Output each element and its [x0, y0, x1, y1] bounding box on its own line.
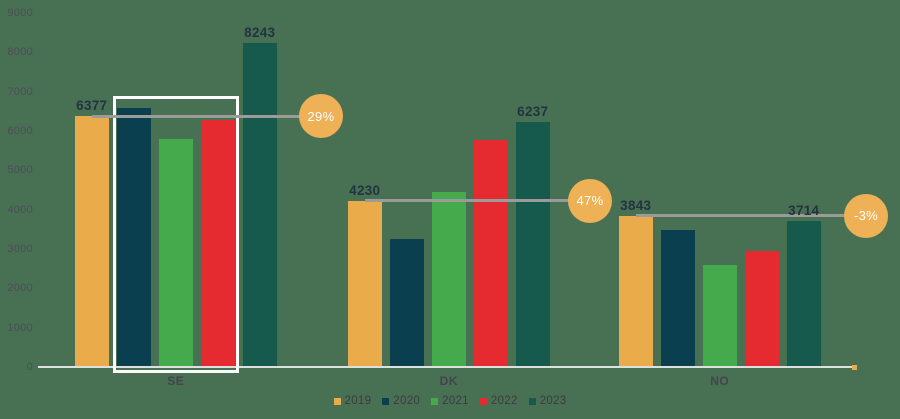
legend-label: 2023: [539, 395, 567, 407]
bar-value-label: 8243: [244, 24, 276, 40]
bar-2021-SE: [159, 138, 193, 367]
legend-swatch: [528, 397, 536, 405]
bar-2020-DK: [390, 239, 424, 367]
y-tick-label: 7000: [7, 85, 33, 98]
change-badge: -3%: [844, 193, 888, 238]
bar-2023-DK: [516, 121, 550, 367]
legend-swatch: [479, 397, 487, 405]
x-axis-line: [38, 366, 855, 368]
bar-2023-SE: [243, 42, 277, 367]
legend-label: 2021: [442, 395, 469, 407]
bar-value-label: 6237: [517, 103, 549, 119]
legend-label: 2022: [490, 395, 518, 407]
highlight-box: [112, 95, 239, 373]
change-badge: 29%: [299, 94, 343, 139]
bar-value-label: 4230: [349, 182, 381, 198]
axis-end-cap-marker: [852, 364, 857, 370]
bar-2022-SE: [201, 119, 235, 367]
bar-2021-NO: [703, 264, 737, 367]
bar-2020-NO: [661, 230, 695, 367]
bar-2022-NO: [745, 250, 779, 367]
bar-value-label: 6377: [76, 98, 108, 114]
legend-item: 2020: [382, 395, 420, 407]
legend-label: 2020: [393, 395, 421, 407]
y-tick-label: 3000: [7, 243, 33, 255]
bar-value-label: 3843: [620, 197, 652, 213]
y-tick-label: 6000: [7, 125, 33, 137]
y-tick-label: 4000: [7, 203, 33, 216]
category-label: DK: [439, 374, 458, 388]
legend-item: 2019: [333, 395, 372, 407]
bar-2019-NO: [619, 215, 653, 367]
legend: 2019 2020 2021 2022 2023: [0, 395, 900, 407]
change-badge: 47%: [568, 178, 612, 223]
legend-swatch: [431, 397, 439, 405]
y-tick-label: 9000: [7, 7, 33, 19]
legend-item: 2023: [528, 395, 567, 407]
y-tick-label: 5000: [7, 164, 33, 177]
y-tick-label: 0: [26, 361, 33, 373]
legend-swatch: [333, 397, 341, 405]
bar-2021-DK: [432, 191, 466, 367]
legend-item: 2021: [431, 395, 469, 407]
comparison-line: [635, 214, 866, 218]
bar-value-label: 3714: [788, 202, 820, 218]
category-label: SE: [167, 374, 185, 388]
legend-swatch: [382, 397, 390, 405]
comparison-line: [91, 114, 321, 118]
legend-item: 2022: [479, 395, 518, 407]
bar-2019-SE: [75, 116, 109, 367]
bar-2020-SE: [117, 107, 151, 367]
y-tick-label: 8000: [7, 46, 33, 59]
bar-2022-DK: [474, 140, 508, 367]
category-label: NO: [710, 374, 730, 388]
y-tick-label: 1000: [7, 321, 33, 334]
comparison-line: [364, 199, 590, 203]
bar-2019-DK: [348, 200, 382, 367]
bar-2023-NO: [787, 220, 821, 367]
legend-label: 2019: [344, 395, 372, 407]
y-tick-label: 2000: [7, 282, 33, 295]
